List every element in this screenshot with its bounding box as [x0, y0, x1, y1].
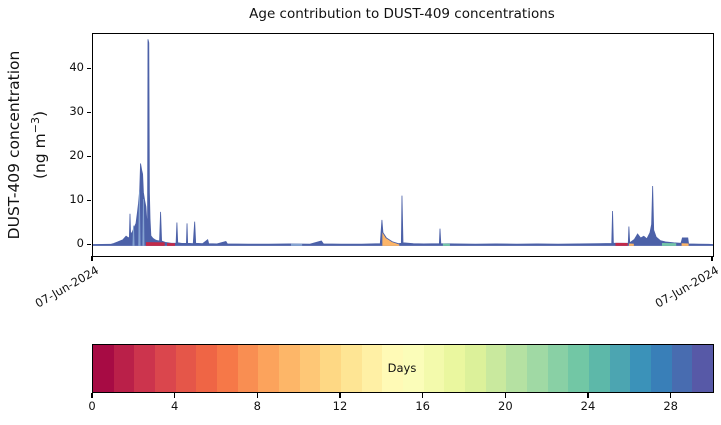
colorbar-segment-day-11: [320, 345, 342, 392]
colorbar-segment-day-3: [155, 345, 176, 392]
y-axis-exponent: −3: [29, 117, 42, 134]
colorbar-segment-day-8: [258, 345, 280, 392]
colorbar-segment-day-20: [506, 345, 528, 392]
colorbar-tick-label: 4: [170, 399, 179, 413]
colorbar-segment-day-19: [485, 345, 507, 392]
y-tick-mark: [86, 243, 91, 246]
y-tick-mark: [86, 111, 91, 113]
series-mid-aged-lightblue: [132, 225, 135, 246]
series-mid-aged-lightblue: [142, 199, 145, 246]
colorbar-segment-day-28: [671, 345, 693, 392]
concentration-series-svg: [93, 39, 713, 246]
colorbar-tick-label: 20: [498, 399, 513, 413]
colorbar-segment-day-5: [196, 345, 218, 392]
colorbar-tick-label: 8: [253, 399, 261, 413]
series-two-week-orange: [382, 232, 400, 246]
colorbar-tick-label: 0: [88, 399, 96, 413]
colorbar-segment-day-16: [423, 345, 445, 392]
colorbar-segment-day-15: [403, 345, 424, 392]
colorbar-tick-mark: [256, 392, 258, 398]
colorbar-tick-mark: [670, 392, 672, 398]
colorbar-tick-label: 24: [580, 399, 596, 413]
colorbar-segment-day-21: [527, 345, 548, 392]
colorbar-segment-day-6: [217, 345, 238, 392]
y-tick-label: 30: [69, 104, 84, 119]
colorbar-segment-day-12: [341, 345, 362, 392]
series-three-week-teal: [661, 243, 677, 246]
y-tick-label: 20: [69, 148, 84, 163]
series-two-week-orange: [681, 243, 689, 246]
colorbar-segment-day-23: [568, 345, 590, 392]
colorbar-segment-day-14: [382, 345, 404, 392]
series-three-week-teal: [442, 243, 450, 246]
colorbar-tick-mark: [339, 392, 341, 398]
colorbar-segment-day-2: [134, 345, 156, 392]
colorbar-segment-day-22: [547, 345, 569, 392]
y-axis-label-line1: DUST-409 concentration: [5, 50, 23, 240]
y-tick-label: 0: [76, 236, 84, 251]
colorbar-tick-mark: [174, 392, 176, 398]
plot-area: [92, 33, 714, 257]
colorbar-segment-day-25: [609, 345, 631, 392]
colorbar-segment-day-17: [444, 345, 466, 392]
colorbar-segment-day-9: [279, 345, 300, 392]
y-tick-mark: [86, 155, 91, 157]
y-axis-label-line2: (ng m−3): [29, 110, 50, 180]
colorbar-tick-mark: [587, 392, 589, 398]
colorbar-segment-day-7: [237, 345, 259, 392]
series-fresh-dust-red: [615, 242, 628, 246]
colorbar-segment-day-24: [589, 345, 610, 392]
y-tick-label: 40: [69, 60, 84, 75]
colorbar-tick-mark: [422, 392, 424, 398]
colorbar-tick-label: 16: [415, 399, 430, 413]
colorbar-segment-day-4: [175, 345, 197, 392]
series-fresh-dust-red: [145, 242, 165, 246]
colorbar-segment-day-10: [299, 345, 321, 392]
colorbar-tick-mark: [91, 392, 93, 398]
series-fresh-dust-red: [167, 243, 176, 246]
colorbar-segment-day-0: [93, 345, 114, 392]
y-tick-mark: [86, 199, 91, 201]
series-mid-aged-lightblue: [291, 243, 303, 246]
colorbar-segment-day-26: [630, 345, 652, 392]
series-aged-dust-blue: [93, 39, 713, 246]
colorbar-segment-day-29: [692, 345, 714, 392]
x-tick-date-label: 07-Jun-2024: [652, 263, 721, 311]
colorbar-tick-label: 12: [332, 399, 348, 413]
colorbar-segment-day-13: [361, 345, 383, 392]
age-colorbar: [92, 344, 714, 393]
x-tick-mark: [91, 256, 93, 261]
chart-title: Age contribution to DUST-409 concentrati…: [249, 6, 555, 22]
series-mid-aged-lightblue: [138, 191, 141, 246]
y-tick-label: 10: [69, 192, 84, 207]
colorbar-segment-day-18: [465, 345, 486, 392]
x-tick-mark: [711, 256, 713, 261]
y-tick-mark: [86, 67, 91, 69]
colorbar-segment-day-1: [113, 345, 135, 392]
colorbar-tick-label: 28: [663, 399, 678, 413]
series-two-week-orange: [628, 243, 634, 246]
colorbar-segment-day-27: [651, 345, 672, 392]
colorbar-tick-mark: [504, 392, 506, 398]
